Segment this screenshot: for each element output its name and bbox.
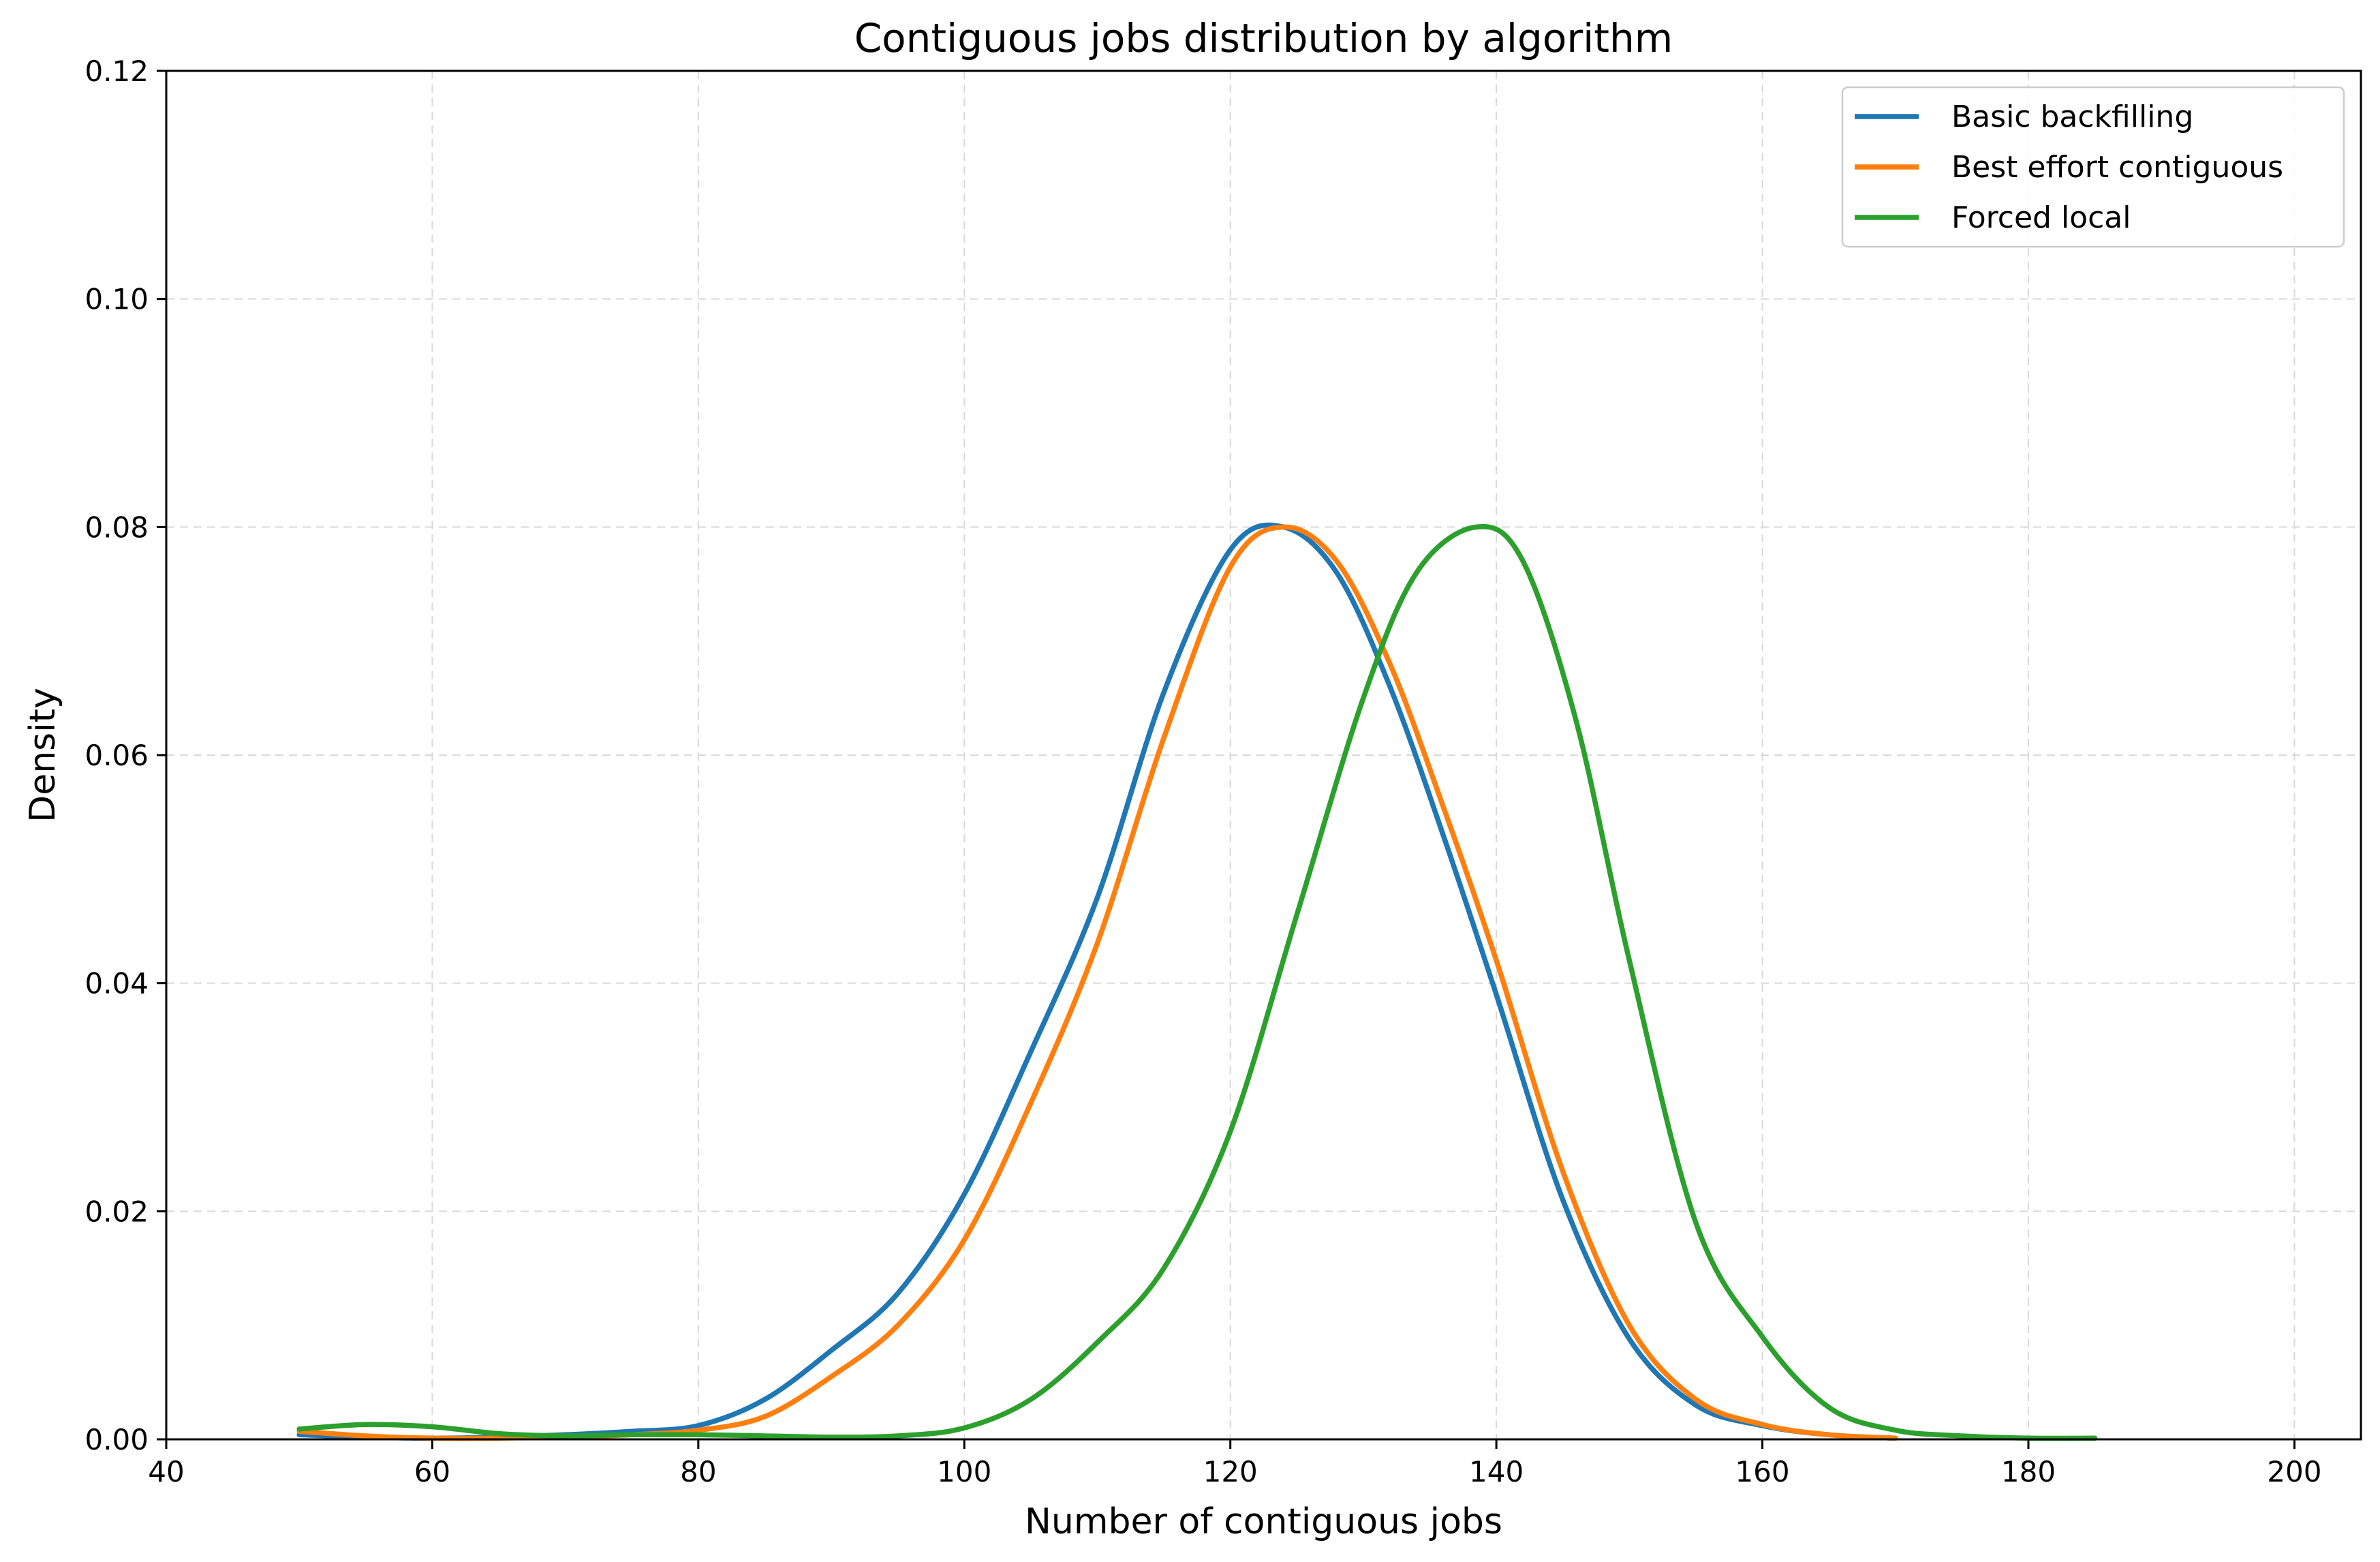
x-tick-label: 60 — [414, 1455, 450, 1488]
y-axis-label: Density — [22, 688, 63, 823]
x-tick-label: 120 — [1203, 1455, 1258, 1488]
y-tick-label: 0.06 — [84, 739, 149, 772]
y-tick-label: 0.10 — [84, 283, 149, 316]
legend-label: Basic backfilling — [1951, 99, 2193, 134]
legend-box — [1841, 86, 2345, 248]
x-tick-label: 200 — [2267, 1455, 2321, 1488]
x-tick-label: 100 — [937, 1455, 991, 1488]
x-tick-label: 140 — [1469, 1455, 1524, 1488]
series-lines — [296, 522, 2098, 1441]
legend: Basic backfilling Best effort contiguous F… — [1841, 86, 2345, 248]
y-tick-label: 0.02 — [84, 1195, 149, 1228]
series-line-forced-local — [296, 523, 2098, 1441]
legend-label: Best effort contiguous — [1951, 150, 2283, 185]
x-tick-label: 40 — [148, 1455, 184, 1488]
y-tick-label: 0.12 — [84, 55, 149, 88]
y-tick-label: 0.00 — [84, 1423, 149, 1456]
chart-title: Contiguous jobs distribution by algorith… — [854, 15, 1673, 61]
y-tick-label: 0.04 — [84, 967, 149, 1000]
axis-ticks: 40 60 80 100 120 140 160 180 200 0.00 0.02 0.04 0.06… — [84, 55, 2321, 1488]
series-line-basic-backfilling — [296, 522, 1898, 1441]
legend-label: Forced local — [1951, 200, 2131, 235]
x-tick-label: 80 — [680, 1455, 716, 1488]
x-tick-label: 160 — [1735, 1455, 1789, 1488]
y-tick-label: 0.08 — [84, 510, 149, 544]
x-axis-label: Number of contiguous jobs — [1025, 1501, 1502, 1542]
x-tick-label: 180 — [2001, 1455, 2056, 1488]
